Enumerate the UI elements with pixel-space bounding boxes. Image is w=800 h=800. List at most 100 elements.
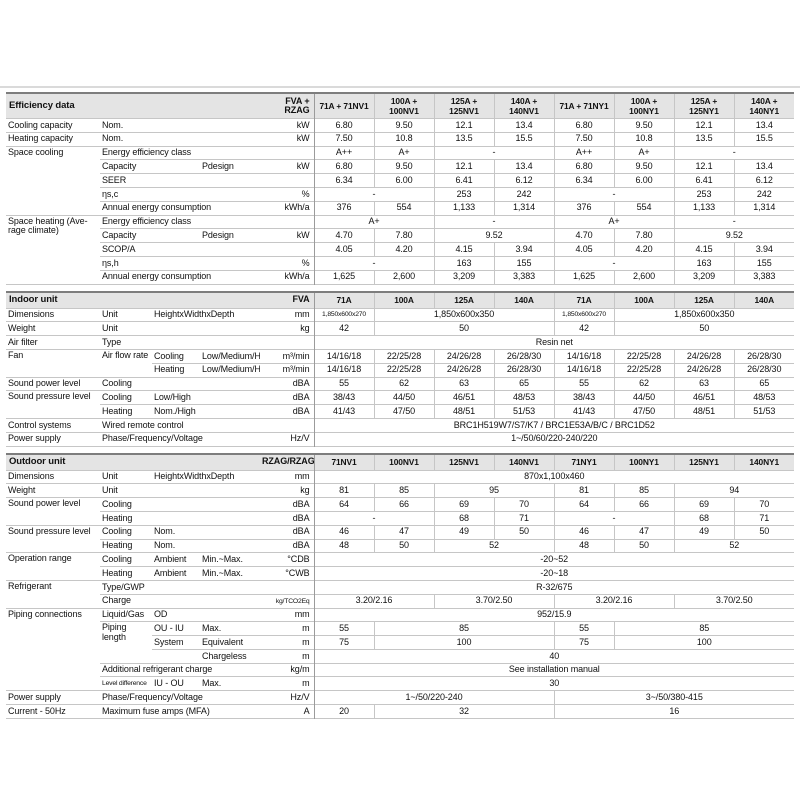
row-label: Cooling [100, 497, 260, 512]
table-row: Cooling capacity Nom. kW 6.80 9.50 12.1 13.4 6.… [6, 118, 794, 133]
row-label: Maximum fuse amps (MFA) [100, 704, 260, 719]
spec-value: R-32/675 [313, 579, 794, 595]
spec-value: 1,314 [733, 200, 794, 216]
spec-value: 1~/50/60/220-240/220 [313, 431, 794, 447]
row-label: Piping length [100, 621, 152, 664]
row-label: Sound pressure level [6, 524, 100, 553]
column-header: 71A + 71NY1 [553, 93, 614, 119]
spec-value: 94 [673, 483, 794, 498]
unit-label: kW [260, 118, 314, 133]
row-label: OD [152, 607, 260, 622]
spec-value: -20~18 [313, 566, 794, 581]
spec-value: 1,314 [493, 200, 554, 216]
spec-value: 1,133 [433, 200, 494, 216]
spec-value: 46/51 [673, 390, 734, 405]
row-label: Heating [100, 538, 152, 553]
spec-value: 30 [313, 676, 794, 691]
row-label: Sound power level [6, 497, 100, 526]
spec-value: 66 [373, 497, 434, 512]
row-label: Pdesign [200, 228, 260, 243]
unit-label: % [260, 186, 314, 202]
spec-value: - [553, 255, 674, 271]
spec-value: 12.1 [673, 159, 734, 174]
top-divider [0, 86, 800, 88]
row-label: Heating [100, 510, 260, 526]
spec-value: 48/53 [733, 390, 794, 405]
spec-value: 952/15.9 [313, 607, 794, 622]
row-label: Type [100, 335, 260, 350]
column-header: 140A [733, 291, 794, 309]
table-row: Chargeless m 40 [6, 648, 794, 664]
table-row: SEER 6.34 6.00 6.41 6.12 6.34 6.00 6.41 6.12 [6, 173, 794, 188]
row-label: Cooling [100, 524, 152, 540]
spec-value: 9.50 [613, 159, 674, 174]
unit-label [260, 417, 314, 433]
row-label: Unit [100, 321, 260, 336]
spec-value: 66 [613, 497, 674, 512]
row-label: Liquid/Gas [100, 607, 152, 622]
column-header: 100A + 100NV1 [373, 93, 434, 119]
table-row: Control systems Wired remote control BRC1H… [6, 417, 794, 433]
table-row: Power supply Phase/Frequency/Voltage Hz/V 1… [6, 690, 794, 705]
unit-label: dBA [260, 497, 314, 512]
spec-value: 242 [733, 186, 794, 202]
spec-value: 50 [373, 321, 554, 336]
spec-value: 68 [433, 510, 494, 526]
spec-value: 2,600 [613, 269, 674, 285]
unit-label: kg [260, 483, 314, 498]
column-header: 100NV1 [373, 453, 434, 471]
row-label: Refrigerant [6, 579, 100, 608]
column-header: 100A [373, 291, 434, 309]
table-row: Space cooling Energy efficiency class A++ A… [6, 145, 794, 216]
table-row: Heating Nom./High dBA 41/43 47/50 48/51 51/53 4… [6, 404, 794, 419]
spec-value: 75 [553, 635, 614, 650]
spec-value: - [673, 214, 794, 229]
row-label: Nom. [152, 524, 260, 540]
column-header: 125NV1 [433, 453, 494, 471]
table-row: Annual energy consumption kWh/a 1,625 2,600… [6, 269, 794, 285]
spec-value: 9.52 [673, 228, 794, 243]
row-label: Chargeless [200, 648, 260, 664]
row-label: Annual energy consumption [100, 269, 260, 285]
row-label: Energy efficiency class [100, 214, 260, 229]
row-label: Ambient [152, 552, 200, 567]
spec-value: 14/16/18 [553, 348, 614, 364]
row-label: Dimensions [6, 469, 100, 484]
row-label: ηs,c [100, 186, 260, 202]
spec-value: 81 [553, 483, 614, 498]
spec-value: 3.94 [733, 242, 794, 257]
spec-value: 63 [673, 376, 734, 391]
section-title: Efficiency data [6, 93, 260, 119]
column-header: 125A [433, 291, 494, 309]
efficiency-data-table: Efficiency data FVA + RZAG 71A + 71NV1 100A… [6, 92, 794, 285]
table-row: HeatingLow/Medium/Highm³/min14/16/1822/2… [6, 362, 794, 378]
row-label: Power supply [6, 690, 100, 705]
row-label: Air flow rate [100, 348, 152, 378]
spec-value: 3.70/2.50 [433, 593, 554, 608]
spec-value: A+ [373, 145, 434, 160]
spec-value: 69 [673, 497, 734, 512]
spec-value: 50 [613, 321, 794, 336]
spec-value: 6.12 [493, 173, 554, 188]
spec-value: 51/53 [493, 404, 554, 419]
column-header: 71NY1 [553, 453, 614, 471]
table-row: SCOP/A 4.05 4.20 4.15 3.94 4.05 4.20 4.15 3.94 [6, 242, 794, 257]
row-label: Capacity [100, 228, 152, 243]
unit-label: kg [260, 321, 314, 336]
spec-value: 68 [673, 510, 734, 526]
spec-value: - [433, 214, 554, 229]
spec-value: 65 [493, 376, 554, 391]
spec-value: 49 [433, 524, 494, 540]
row-label: Power supply [6, 431, 100, 447]
spec-value: Resin net [313, 335, 794, 350]
spec-value: 12.1 [433, 118, 494, 133]
spec-value: 22/25/28 [373, 348, 434, 364]
row-label: Min.~Max. [200, 566, 260, 581]
table-row: Sound pressure level Cooling Nom. dBA 46 47 49… [6, 524, 794, 553]
spec-value: 85 [613, 483, 674, 498]
spec-value: 242 [493, 186, 554, 202]
row-label: Control systems [6, 417, 100, 433]
unit-label: kg/TCO2Eq [260, 593, 314, 608]
spec-value: 6.80 [313, 159, 374, 174]
spec-value: 24/26/28 [433, 348, 494, 364]
